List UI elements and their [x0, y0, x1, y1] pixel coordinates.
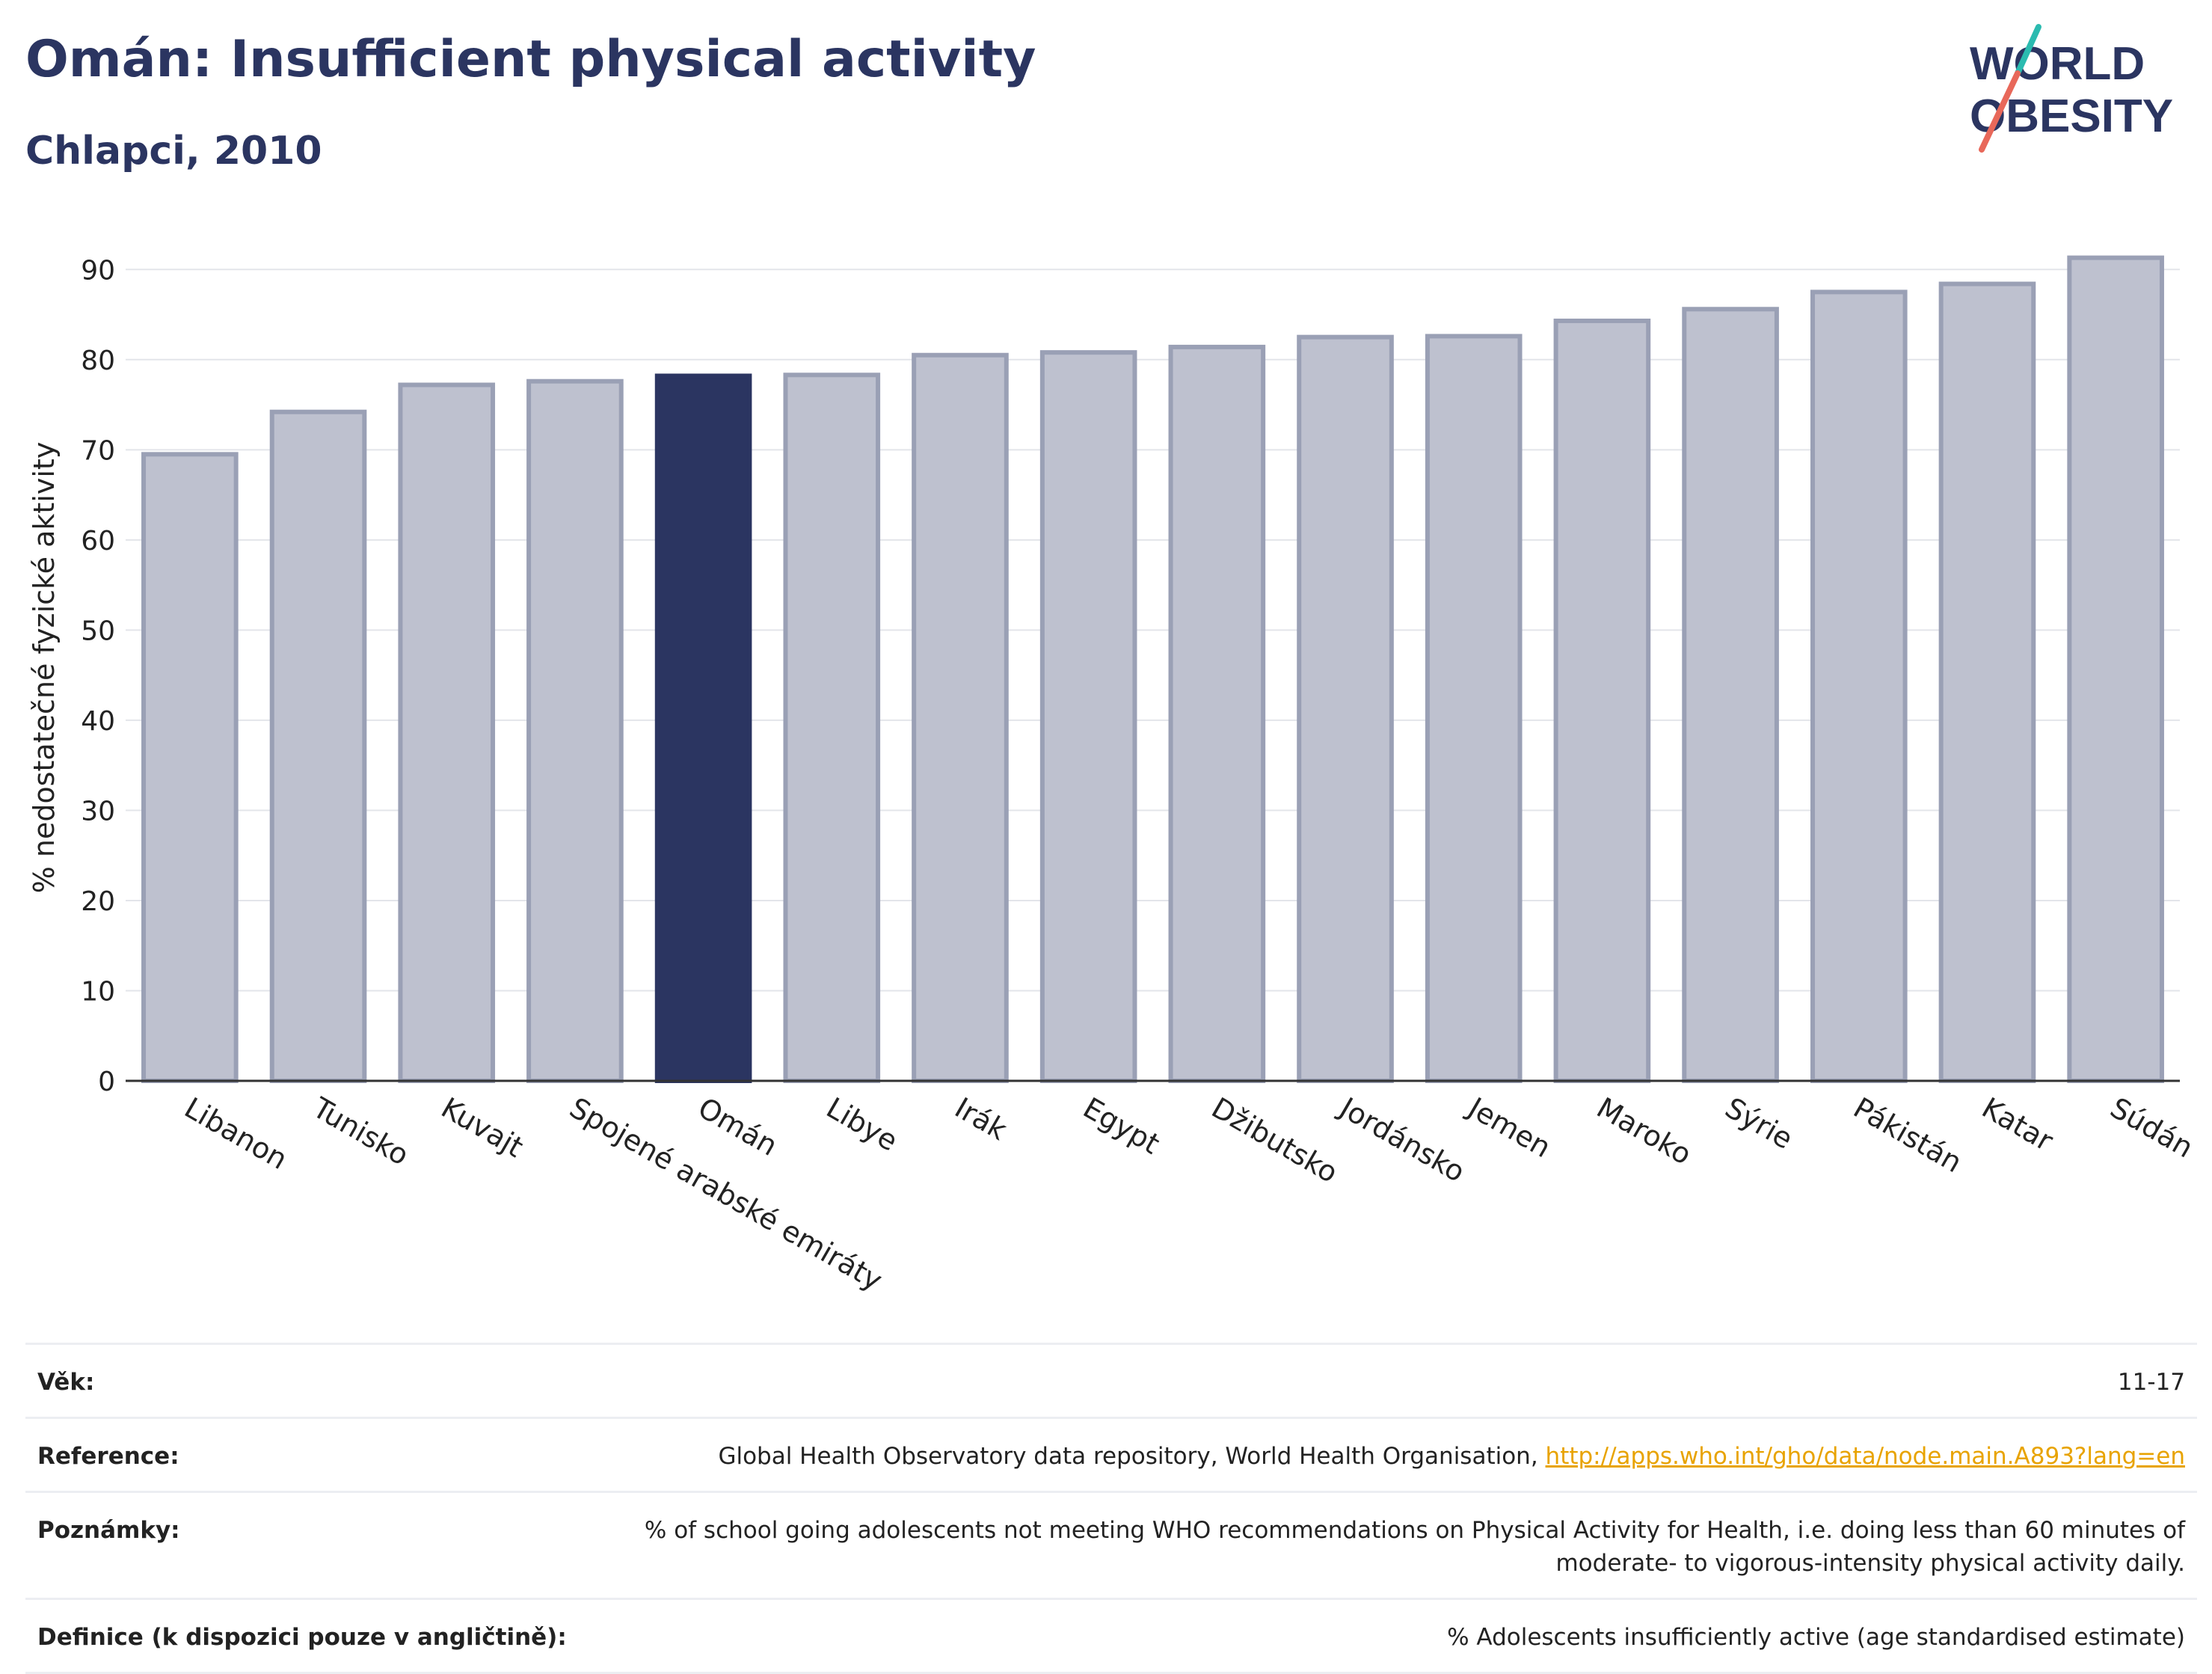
y-tick-label: 40	[81, 706, 115, 737]
bar-Sýrie	[1682, 307, 1779, 1084]
x-tick-label: Jordánsko	[1333, 1091, 1471, 1189]
y-tick-label: 20	[81, 886, 115, 917]
info-row-notes: Poznámky: % of school going adolescents …	[25, 1491, 2197, 1598]
x-tick-labels: Libanon Tunisko Kuvajt Spojené arabské emir…	[179, 1091, 2199, 1297]
bar-Libye	[783, 372, 881, 1084]
bar-Džibutsko	[1168, 344, 1266, 1084]
y-tick-label: 60	[81, 526, 115, 557]
bar-Katar	[1938, 281, 2036, 1083]
y-tick-label: 50	[81, 616, 115, 646]
logo-line1: WORLD	[1970, 38, 2145, 90]
x-tick-label: Libye	[821, 1091, 903, 1158]
bar-Tunisko	[269, 409, 367, 1083]
logo-slash-red	[1979, 70, 2021, 153]
y-tick-label: 80	[81, 346, 115, 376]
x-tick-label: Katar	[1976, 1091, 2059, 1158]
y-tick-label: 0	[98, 1067, 115, 1097]
logo-slash-teal	[2015, 24, 2042, 76]
reference-link[interactable]: http://apps.who.int/gho/data/node.main.A…	[1545, 1443, 2185, 1470]
y-tick-label: 70	[81, 435, 115, 466]
world-obesity-logo: WORLD OBESITY	[1970, 24, 2173, 153]
info-value: Global Health Observatory data repositor…	[718, 1440, 2185, 1473]
info-row-reference: Reference: Global Health Observatory dat…	[25, 1417, 2197, 1491]
info-row-definition: Definice (k dispozici pouze v angličtině…	[25, 1598, 2197, 1674]
info-label: Reference:	[37, 1443, 179, 1470]
bar-Irák	[912, 352, 1009, 1083]
x-tick-label: Tunisko	[307, 1091, 414, 1172]
x-tick-label: Súdán	[2105, 1091, 2199, 1165]
bar-Egypt	[1039, 350, 1137, 1084]
info-value: 11-17	[2117, 1369, 2185, 1396]
info-row-age: Věk: 11-17	[25, 1343, 2197, 1417]
info-value: % Adolescents insufficiently active (age…	[1447, 1624, 2185, 1651]
x-tick-label: Irák	[949, 1091, 1012, 1147]
info-label: Věk:	[37, 1369, 95, 1396]
page-subtitle: Chlapci, 2010	[25, 129, 322, 174]
bar-Pákistán	[1810, 289, 1908, 1083]
x-tick-label: Maroko	[1591, 1091, 1698, 1171]
x-tick-label: Džibutsko	[1206, 1091, 1344, 1189]
x-tick-label: Libanon	[179, 1091, 292, 1176]
bar-Omán	[654, 373, 752, 1084]
bar-chart: 0 10 20 30 40 50 60 70 80 90 Libanon Tunisko Kuvajt…	[28, 255, 2199, 1297]
info-table: Věk: 11-17 Reference: Global Health Obse…	[25, 1343, 2197, 1674]
bar-Jordánsko	[1297, 334, 1394, 1083]
x-tick-label: Pákistán	[1848, 1091, 1967, 1180]
y-tick-labels: 0 10 20 30 40 50 60 70 80 90	[81, 255, 115, 1097]
info-label: Definice (k dispozici pouze v angličtině…	[37, 1624, 567, 1651]
y-axis-label: % nedostatečné fyzické aktivity	[28, 442, 61, 894]
x-tick-label: Egypt	[1078, 1091, 1165, 1161]
bars	[141, 255, 2164, 1084]
x-tick-label: Sýrie	[1720, 1091, 1798, 1156]
info-label: Poznámky:	[37, 1517, 180, 1544]
x-tick-label: Kuvajt	[436, 1091, 529, 1164]
page-title: Omán: Insufficient physical activity	[25, 30, 1036, 89]
bar-Spojené arabské emiráty	[526, 378, 624, 1084]
bar-Kuvajt	[398, 382, 496, 1083]
x-tick-label: Jemen	[1461, 1091, 1556, 1165]
bar-Jemen	[1425, 334, 1523, 1083]
reference-text: Global Health Observatory data repositor…	[718, 1443, 1546, 1470]
bar-Maroko	[1553, 318, 1651, 1084]
y-tick-label: 90	[81, 255, 115, 286]
x-tick-label: Omán	[692, 1091, 783, 1162]
y-tick-label: 30	[81, 796, 115, 827]
bar-Libanon	[141, 452, 239, 1083]
bar-Súdán	[2067, 255, 2164, 1083]
info-value: % of school going adolescents not meetin…	[644, 1517, 2185, 1577]
y-tick-label: 10	[81, 976, 115, 1007]
